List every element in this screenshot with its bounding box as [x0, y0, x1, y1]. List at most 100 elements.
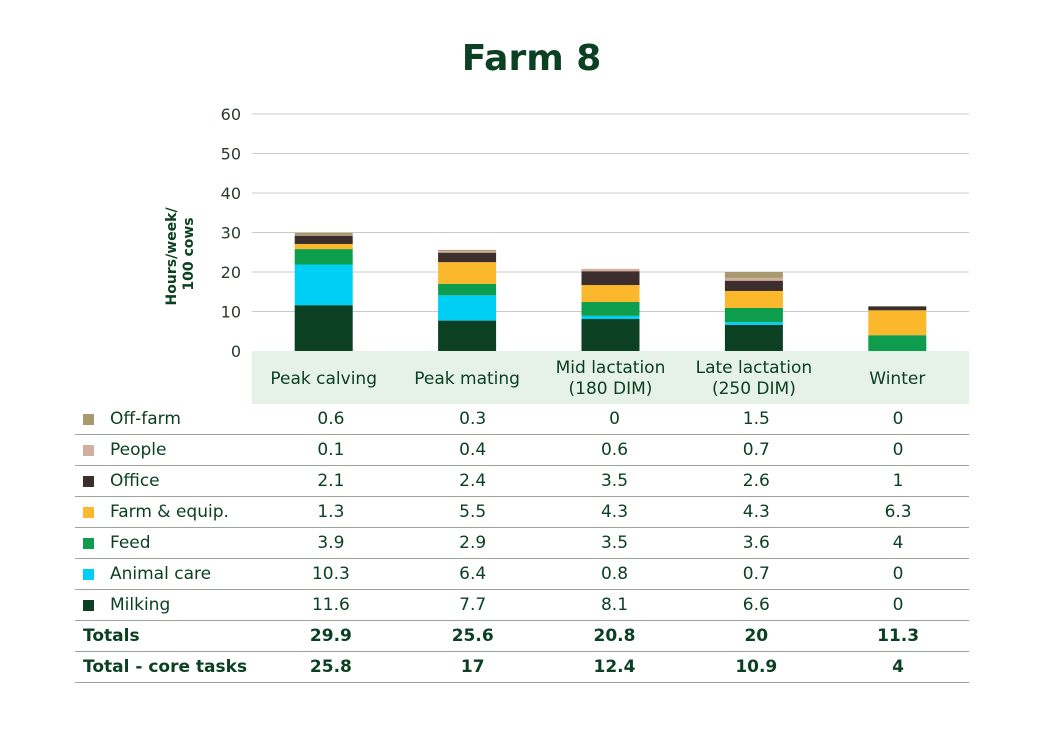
table-cell: 6.4	[401, 558, 544, 590]
totals-label: Total - core tasks	[75, 651, 260, 683]
table-cell: 6.6	[685, 589, 828, 621]
table-cell: 2.4	[401, 465, 544, 497]
bar-segment	[581, 268, 640, 272]
table-cell: 2.6	[685, 465, 828, 497]
bar-segment	[438, 252, 497, 263]
table-cell: 20.8	[543, 620, 686, 652]
table-cell: 10.9	[685, 651, 828, 683]
y-axis-label: Hours/week/ 100 cows	[164, 203, 197, 306]
table-cell: 5.5	[401, 496, 544, 528]
legend-swatch	[83, 538, 94, 549]
table-row: Off-farm 0.6 0.3 0 1.5 0	[75, 404, 969, 435]
bar-segment	[724, 307, 783, 323]
series-name: Animal care	[110, 564, 212, 584]
legend-swatch	[83, 414, 94, 425]
table-cell: 20	[685, 620, 828, 652]
legend-swatch	[83, 507, 94, 518]
legend-swatch	[83, 445, 94, 456]
category-label: Late lactation (250 DIM)	[696, 358, 813, 399]
category-label-line: Mid lactation	[556, 358, 666, 378]
table-cell: 0	[827, 434, 969, 466]
table-cell: 4	[827, 527, 969, 559]
legend-entry: Animal care	[75, 558, 260, 590]
bar-segment	[294, 249, 353, 265]
bars	[294, 232, 927, 351]
category-band	[252, 351, 969, 404]
totals-row: Total - core tasks 25.8 17 12.4 10.9 4	[75, 651, 969, 683]
category-label: Mid lactation (180 DIM)	[556, 358, 666, 399]
table-row: People 0.1 0.4 0.6 0.7 0	[75, 434, 969, 466]
legend-entry: People	[75, 434, 260, 466]
bar-segment	[724, 272, 783, 278]
bar-segment	[438, 251, 497, 253]
table-row: Office 2.1 2.4 3.5 2.6 1	[75, 465, 969, 497]
table-cell: 0	[827, 558, 969, 590]
category-label-line: (250 DIM)	[712, 379, 796, 399]
bar-segment	[438, 262, 497, 284]
bar-segment	[581, 315, 640, 320]
table-cell: 1.5	[685, 404, 828, 435]
chart-title: Farm 8	[461, 38, 602, 79]
category-label-line: Peak mating	[414, 369, 520, 389]
category-label-line: Late lactation	[696, 358, 813, 378]
legend-entry: Off-farm	[75, 404, 260, 435]
table-cell: 0	[543, 404, 686, 435]
table-cell: 0.3	[401, 404, 544, 435]
table-cell: 4	[827, 651, 969, 683]
bar-segment	[438, 283, 497, 296]
table-cell: 3.6	[685, 527, 828, 559]
table-cell: 2.9	[401, 527, 544, 559]
category-labels: Peak calving Peak mating Mid lactation (180…	[270, 358, 925, 399]
table-row: Farm & equip. 1.3 5.5 4.3 4.3 6.3	[75, 496, 969, 528]
category-label: Peak calving	[270, 369, 377, 389]
table-cell: 0	[827, 404, 969, 435]
bar-segment	[294, 232, 353, 236]
y-axis-ticks: 0 10 20 30 40 50 60	[221, 105, 241, 361]
table-cell: 3.5	[543, 527, 686, 559]
y-tick-label: 60	[221, 105, 241, 124]
table-cell: 3.9	[260, 527, 402, 559]
legend-entry: Feed	[75, 527, 260, 559]
y-tick-label: 10	[221, 303, 241, 322]
series-name: Farm & equip.	[110, 502, 229, 522]
table-cell: 0.7	[685, 558, 828, 590]
y-tick-label: 30	[221, 224, 241, 243]
bar-segment	[438, 295, 497, 321]
data-table: Off-farm 0.6 0.3 0 1.5 0 People 0.1 0.4 0.6 0.7 0 Of…	[75, 404, 969, 683]
table-cell: 25.6	[401, 620, 544, 652]
table-cell: 3.5	[543, 465, 686, 497]
bar-segment	[581, 302, 640, 316]
series-name: Office	[110, 471, 160, 491]
bar-segment	[438, 320, 497, 351]
table-cell: 12.4	[543, 651, 686, 683]
totals-label: Totals	[75, 620, 260, 652]
series-name: Feed	[110, 533, 151, 553]
legend-swatch	[83, 476, 94, 487]
bar-segment	[868, 335, 927, 351]
table-cell: 0.7	[685, 434, 828, 466]
table-cell: 0.6	[543, 434, 686, 466]
bar-segment	[294, 243, 353, 250]
table-cell: 0.6	[260, 404, 402, 435]
series-name: Off-farm	[110, 409, 181, 429]
bar-segment	[868, 310, 927, 336]
table-cell: 2.1	[260, 465, 402, 497]
y-tick-label: 50	[221, 145, 241, 164]
category-label-line: Peak calving	[270, 369, 377, 389]
table-cell: 29.9	[260, 620, 402, 652]
y-axis-label-line-2: 100 cows	[181, 217, 197, 290]
legend-swatch	[83, 600, 94, 611]
y-axis-label-line-1: Hours/week/	[164, 207, 180, 306]
bar-segment	[724, 290, 783, 308]
table-cell: 4.3	[685, 496, 828, 528]
table-cell: 7.7	[401, 589, 544, 621]
table-row: Feed 3.9 2.9 3.5 3.6 4	[75, 527, 969, 559]
totals-row: Totals 29.9 25.6 20.8 20 11.3	[75, 620, 969, 652]
bar-segment	[581, 319, 640, 351]
bar-segment	[868, 306, 927, 311]
bar-segment	[724, 277, 783, 281]
table-cell: 10.3	[260, 558, 402, 590]
bar-segment	[724, 322, 783, 325]
table-cell: 0.4	[401, 434, 544, 466]
y-tick-label: 20	[221, 263, 241, 282]
